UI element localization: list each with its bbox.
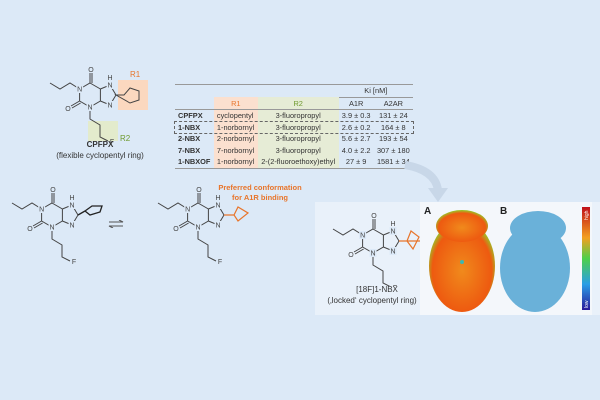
cell-a1: 2.6 ± 0.2	[341, 122, 371, 132]
col-r2: R2	[257, 97, 339, 110]
brain-scans: A B high low	[424, 206, 590, 312]
conformer-preferred	[156, 185, 250, 268]
r2-label: R2	[120, 134, 131, 143]
pet-images: A B high low	[420, 202, 592, 315]
cell-r2: 3-fluoropropyl	[257, 109, 339, 122]
ki-table: Ki [nM] R1 R2 A1R A2AR CPFPX cyclopentyl 3…	[174, 84, 414, 169]
r1-label: R1	[130, 70, 141, 79]
cell-r2: 3-fluoropropyl	[257, 121, 339, 133]
brain-a	[429, 210, 495, 312]
panel-a-label: A	[424, 206, 431, 217]
table-row: 1-NBX 1-norbornyl 3-fluoropropyl 2.6 ± 0.2 1…	[174, 120, 414, 134]
conformation-note: Preferred conformation for A1R binding	[205, 183, 315, 203]
cpfpx-name: CPFPX	[86, 140, 114, 149]
cell-name: CPFPX	[178, 111, 203, 121]
cell-r1: cyclopentyl	[213, 109, 258, 122]
scale-low: low	[584, 300, 590, 308]
table-row: 7-NBX 7-norbornyl 3-fluoropropyl 4.0 ± 2.2 3…	[175, 144, 413, 156]
scale-high: high	[584, 210, 590, 220]
cell-r2: 3-fluoropropyl	[257, 133, 339, 145]
cell-r1: 2-norbornyl	[213, 133, 258, 145]
cell-a2a: 193 ± 54	[378, 134, 408, 144]
cell-a2a: 131 ± 24	[378, 111, 408, 121]
cell-a1: 5.6 ± 2.7	[341, 134, 371, 144]
cell-a2a: 307 ± 180	[376, 145, 410, 155]
color-scale	[582, 207, 590, 310]
equilibrium-arrows-icon	[108, 220, 124, 228]
cyclopentyl-ring	[114, 87, 140, 104]
cell-r1: 1-norbornyl	[213, 121, 258, 133]
cell-name: 1-NBXOF	[178, 157, 211, 167]
nbx-structure	[331, 211, 421, 286]
cell-a2a: 1581 ± 34	[376, 157, 410, 167]
note-line2: for A1R binding	[232, 193, 288, 202]
table-row: 2-NBX 2-norbornyl 3-fluoropropyl 5.6 ± 2.7 1…	[175, 133, 413, 145]
panel-b-label: B	[500, 206, 507, 217]
table-row: 1-NBXOF 1-norbornyl 2-(2-fluoroethoxy)ethy…	[175, 156, 413, 168]
cpfpx-structure: R1 R2	[48, 65, 148, 148]
cell-r1: 1-norbornyl	[213, 156, 258, 168]
nbx-name: [18F]1-NBX	[356, 285, 398, 294]
r2-highlight	[88, 121, 118, 141]
cell-name: 2-NBX	[178, 134, 201, 144]
cell-r1: 7-norbornyl	[213, 144, 258, 156]
col-a1r: A1R	[348, 98, 364, 108]
ki-header: Ki [nM]	[338, 85, 413, 98]
cell-a1: 4.0 ± 2.2	[341, 145, 371, 155]
cell-a2a: 164 ± 8	[381, 122, 406, 132]
conformer-flexible	[10, 185, 103, 268]
cell-r2: 3-fluoropropyl	[257, 144, 339, 156]
table-row: CPFPX cyclopentyl 3-fluoropropyl 3.9 ± 0.3 1…	[175, 109, 413, 122]
cpfpx-caption: (flexible cyclopentyl ring)	[56, 151, 144, 160]
cell-a1: 27 ± 9	[345, 157, 367, 167]
note-line1: Preferred conformation	[218, 183, 302, 192]
cell-name: 1-NBX	[178, 122, 201, 132]
nbx-caption: (‚locked‘ cyclopentyl ring)	[327, 296, 417, 305]
curved-arrow-icon	[404, 161, 448, 202]
brain-b	[500, 211, 570, 312]
cell-name: 7-NBX	[178, 145, 201, 155]
col-r1: R1	[213, 97, 258, 110]
col-a2ar: A2AR	[383, 98, 403, 108]
cell-r2: 2-(2-fluoroethoxy)ethyl	[257, 156, 339, 168]
cell-a1: 3.9 ± 0.3	[341, 111, 371, 121]
pet-panel: [18F]1-NBX (‚locked‘ cyclopentyl ring) A…	[315, 202, 600, 315]
